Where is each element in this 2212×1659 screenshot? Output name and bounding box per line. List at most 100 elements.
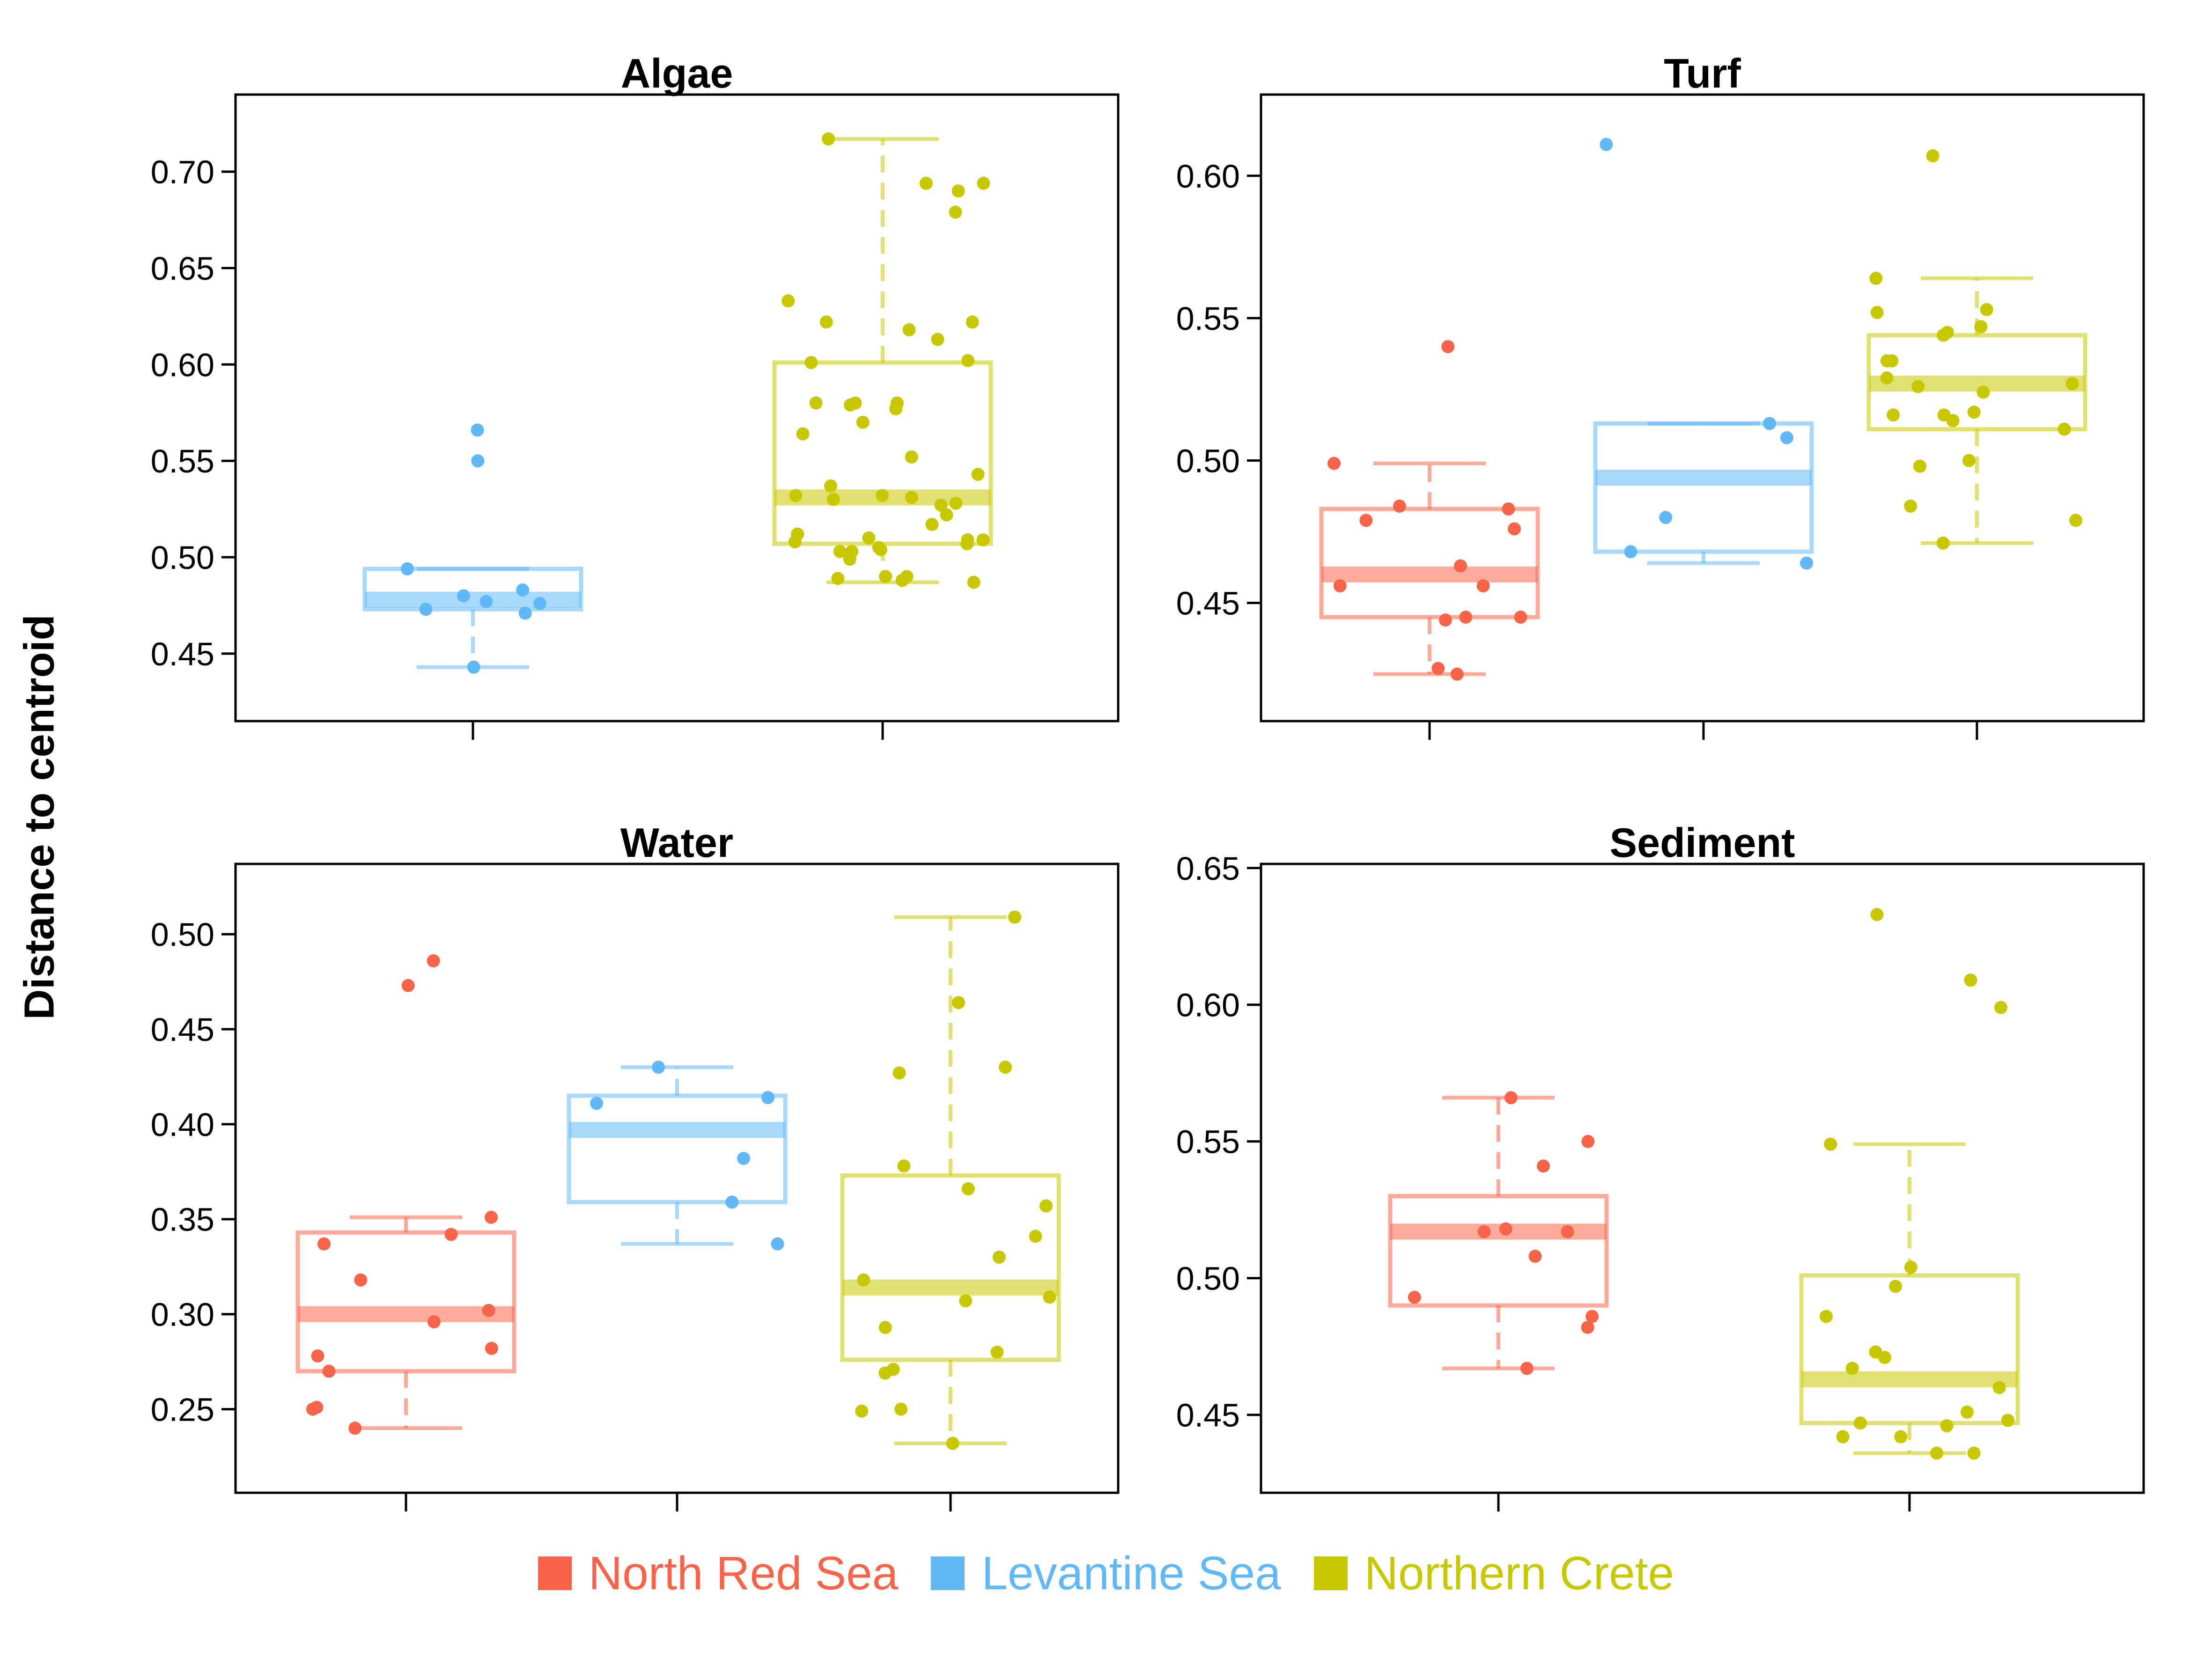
box-levantine-sea <box>1593 138 1814 570</box>
data-point <box>479 595 493 608</box>
data-point <box>1327 457 1341 470</box>
data-point <box>1845 1362 1859 1375</box>
y-tick-label: 0.45 <box>151 636 214 672</box>
data-point <box>1520 1362 1534 1375</box>
data-point <box>1780 431 1793 444</box>
data-point <box>1393 499 1406 513</box>
data-point <box>771 1237 784 1251</box>
data-point <box>1980 303 1993 317</box>
data-point <box>1537 1159 1550 1173</box>
data-point <box>400 562 414 575</box>
data-point <box>427 1315 441 1328</box>
box-iqr <box>362 567 583 612</box>
data-point <box>1853 1416 1867 1430</box>
data-point <box>833 545 847 558</box>
data-point <box>444 1228 458 1241</box>
data-point <box>824 479 837 493</box>
data-point <box>992 1250 1006 1264</box>
y-tick-label: 0.55 <box>151 443 214 479</box>
data-point <box>725 1195 739 1209</box>
y-tick-label: 0.60 <box>1176 987 1240 1024</box>
data-point <box>1885 354 1899 368</box>
y-tick-label: 0.50 <box>151 916 214 953</box>
data-point <box>1913 459 1927 473</box>
data-point <box>874 543 888 556</box>
data-point <box>1450 667 1464 681</box>
data-point <box>737 1151 751 1165</box>
legend-swatch-north-red-sea <box>538 1556 572 1590</box>
data-point <box>1581 1320 1594 1334</box>
data-point <box>518 606 532 620</box>
data-point <box>1508 522 1521 536</box>
box-north-red-sea <box>1388 1091 1609 1375</box>
box-iqr <box>1799 1273 2020 1425</box>
y-tick-label: 0.50 <box>1176 1261 1240 1297</box>
data-point <box>311 1349 324 1363</box>
box-iqr <box>295 1230 516 1373</box>
data-point <box>1824 1137 1837 1151</box>
data-point <box>652 1061 665 1074</box>
y-tick-label: 0.65 <box>1176 850 1240 887</box>
data-point <box>788 535 802 549</box>
data-point <box>419 603 433 616</box>
data-point <box>1962 454 1976 467</box>
data-point <box>1504 1091 1518 1105</box>
panel-title: Water <box>620 819 733 866</box>
y-tick-label: 0.50 <box>151 539 214 576</box>
data-point <box>1600 138 1613 151</box>
data-point <box>427 954 440 967</box>
panel-title: Algae <box>621 50 733 96</box>
data-point <box>485 1210 498 1224</box>
data-point <box>322 1364 336 1378</box>
data-point <box>1043 1290 1056 1304</box>
y-tick-label: 0.35 <box>151 1202 214 1238</box>
data-point <box>819 315 833 329</box>
data-point <box>1967 406 1981 419</box>
data-point <box>1008 910 1021 924</box>
y-tick-label: 0.30 <box>151 1297 214 1333</box>
data-point <box>401 979 415 992</box>
panel-title: Turf <box>1664 50 1741 96</box>
data-point <box>1940 1419 1954 1432</box>
panel-frame <box>1260 863 2145 1494</box>
data-point <box>895 574 909 587</box>
data-point <box>878 1366 892 1380</box>
box-levantine-sea <box>567 1061 788 1251</box>
data-point <box>1937 328 1950 342</box>
data-point <box>891 396 904 410</box>
data-point <box>1659 511 1673 524</box>
data-point <box>1904 499 1917 513</box>
data-point <box>931 332 944 346</box>
data-point <box>1454 559 1467 573</box>
data-point <box>354 1273 368 1287</box>
panel-water: Water 0.25 0.30 0.35 0.40 0.45 0.50 <box>151 819 1120 1512</box>
data-point <box>1870 306 1884 319</box>
data-point <box>966 315 979 329</box>
data-point <box>1976 385 1990 399</box>
data-point <box>961 1182 975 1195</box>
data-point <box>905 491 918 504</box>
data-point <box>1936 536 1950 550</box>
data-point <box>317 1237 331 1251</box>
data-point <box>856 415 870 429</box>
data-point <box>796 427 810 441</box>
data-point <box>516 583 530 597</box>
data-point <box>949 206 962 219</box>
y-tick-label: 0.65 <box>151 251 214 287</box>
data-point <box>1585 1310 1599 1323</box>
data-point <box>789 489 803 502</box>
box-iqr <box>567 1093 788 1204</box>
y-tick-label: 0.60 <box>1176 158 1240 194</box>
legend: North Red Sea Levantine Sea Northern Cre… <box>0 1538 2212 1608</box>
data-point <box>761 1091 775 1105</box>
panel-title: Sediment <box>1609 819 1795 866</box>
data-point <box>1926 149 1939 162</box>
data-point <box>2069 514 2083 527</box>
data-point <box>1878 1350 1892 1364</box>
data-point <box>831 572 845 585</box>
data-point <box>1820 1310 1833 1323</box>
data-point <box>1889 1280 1902 1293</box>
data-point <box>977 177 990 190</box>
data-point <box>949 496 963 510</box>
data-point <box>902 323 916 337</box>
